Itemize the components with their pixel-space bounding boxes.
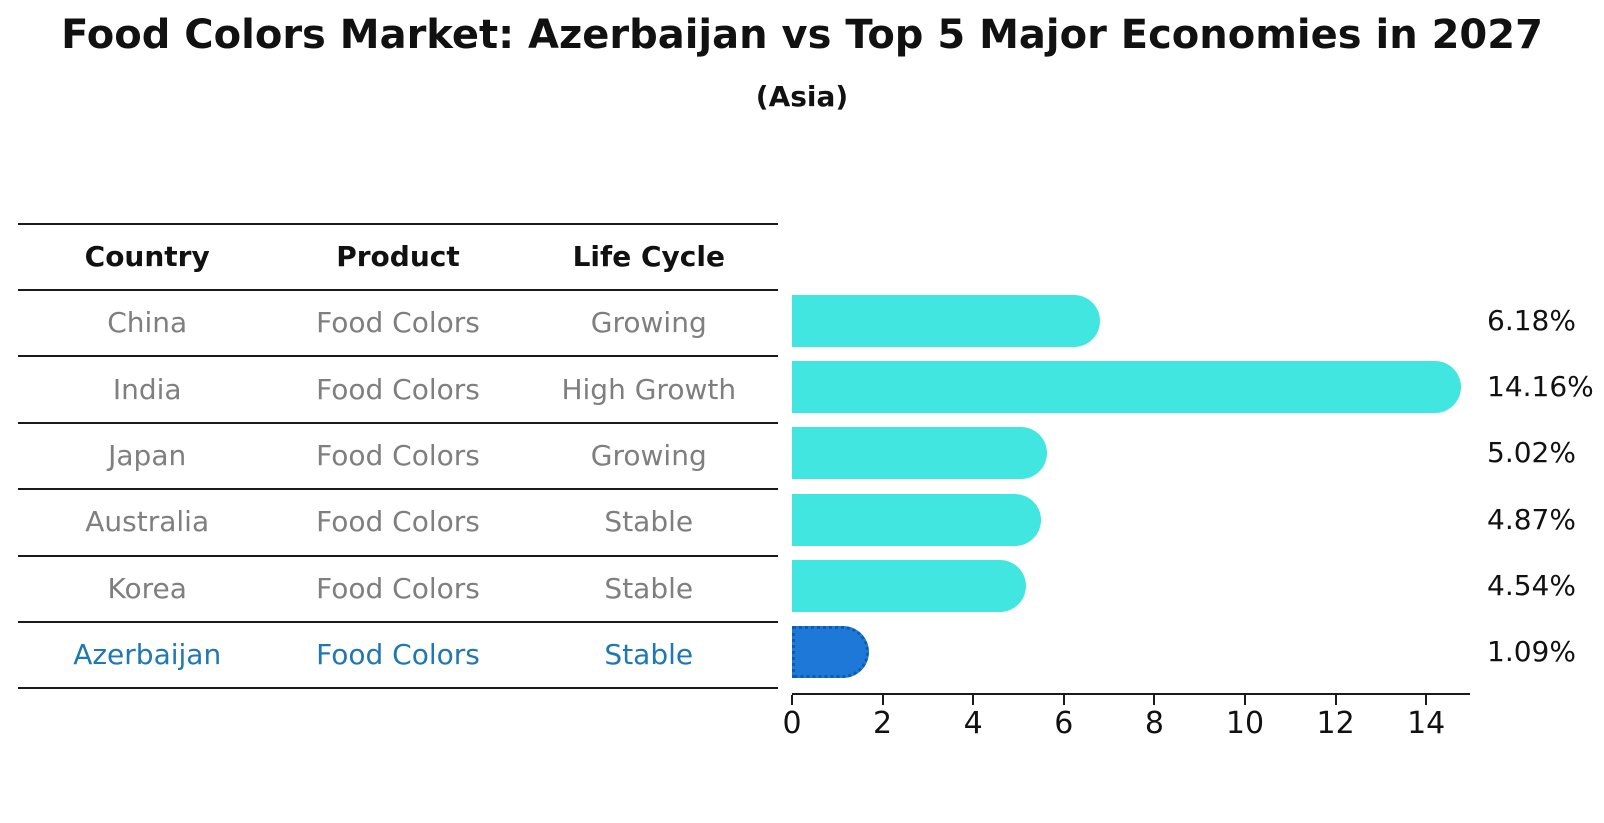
bar-australia — [792, 493, 1041, 546]
x-tick-mark-6 — [1062, 695, 1065, 705]
value-label-india: 14.16% — [1487, 370, 1594, 404]
bar-korea — [792, 559, 1026, 612]
country-table: Country Product Life Cycle China Food Col… — [18, 223, 778, 690]
cell-life-cycle: Growing — [590, 438, 707, 472]
x-tick-label-6: 6 — [1054, 706, 1074, 741]
x-tick-mark-0 — [791, 695, 793, 705]
x-axis-line — [792, 693, 1470, 695]
cell-product: Food Colors — [316, 571, 480, 605]
table-body: China Food Colors Growing India Food Colors H… — [18, 291, 778, 690]
cell-country: Korea — [107, 571, 187, 605]
cell-product: Food Colors — [316, 505, 480, 539]
x-tick-label-0: 0 — [782, 706, 802, 741]
value-label-azerbaijan: 1.09% — [1487, 635, 1576, 668]
bar-japan — [792, 427, 1048, 480]
value-label-china: 6.18% — [1487, 304, 1576, 337]
x-tick-mark-8 — [1153, 695, 1156, 705]
cell-country: Azerbaijan — [73, 638, 222, 672]
x-tick-mark-14 — [1425, 695, 1428, 705]
chart-subtitle: (Asia) — [755, 80, 849, 113]
cell-product: Food Colors — [316, 638, 480, 672]
x-tick-label-12: 12 — [1316, 706, 1355, 741]
cell-product: Food Colors — [316, 306, 480, 340]
value-label-japan: 5.02% — [1487, 436, 1576, 470]
column-header-country: Country — [84, 240, 210, 273]
x-tick-label-4: 4 — [963, 706, 983, 741]
cell-product: Food Colors — [316, 372, 480, 406]
bar-azerbaijan — [792, 626, 870, 678]
table-row-korea: Korea Food Colors Stable — [18, 557, 778, 623]
column-header-product: Product — [336, 240, 460, 273]
table-row-japan: Japan Food Colors Growing — [18, 424, 778, 491]
cell-product: Food Colors — [316, 438, 480, 472]
table-row-india: India Food Colors High Growth — [18, 357, 778, 424]
x-tick-label-10: 10 — [1225, 706, 1265, 741]
x-tick-mark-12 — [1334, 695, 1337, 705]
cell-life-cycle: Stable — [604, 638, 694, 672]
cell-country: China — [107, 306, 188, 340]
value-label-australia: 4.87% — [1487, 502, 1576, 536]
table-row-australia: Australia Food Colors Stable — [18, 490, 778, 557]
x-tick-label-14: 14 — [1407, 706, 1446, 741]
bar-india — [792, 361, 1462, 414]
table-row-china: China Food Colors Growing — [18, 291, 778, 358]
table-row-azerbaijan: Azerbaijan Food Colors Stable — [18, 623, 778, 690]
cell-life-cycle: Stable — [604, 505, 694, 539]
cell-life-cycle: Growing — [590, 306, 707, 340]
x-tick-mark-4 — [972, 695, 975, 705]
value-label-korea: 4.54% — [1487, 568, 1576, 602]
cell-country: Japan — [108, 438, 187, 472]
cell-life-cycle: High Growth — [561, 372, 737, 406]
cell-life-cycle: Stable — [604, 571, 694, 605]
cell-country: India — [112, 372, 182, 406]
column-header-life-cycle: Life Cycle — [572, 240, 725, 273]
x-tick-mark-2 — [881, 695, 884, 705]
x-tick-label-8: 8 — [1144, 706, 1164, 741]
chart-title: Food Colors Market: Azerbaijan vs Top 5 … — [61, 12, 1543, 58]
cell-country: Australia — [85, 505, 210, 539]
bar-china — [792, 295, 1100, 347]
x-tick-label-2: 2 — [873, 706, 893, 741]
table-header-row: Country Product Life Cycle — [18, 223, 778, 291]
x-tick-mark-10 — [1244, 695, 1246, 705]
